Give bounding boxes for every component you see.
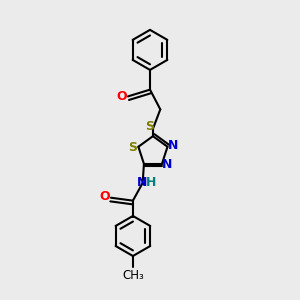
Text: N: N (162, 158, 172, 171)
Text: O: O (99, 190, 110, 203)
Text: S: S (145, 120, 154, 133)
Text: N: N (168, 139, 178, 152)
Text: S: S (129, 141, 138, 154)
Text: O: O (116, 90, 127, 103)
Text: CH₃: CH₃ (122, 269, 144, 282)
Text: H: H (146, 176, 156, 190)
Text: N: N (137, 176, 147, 190)
